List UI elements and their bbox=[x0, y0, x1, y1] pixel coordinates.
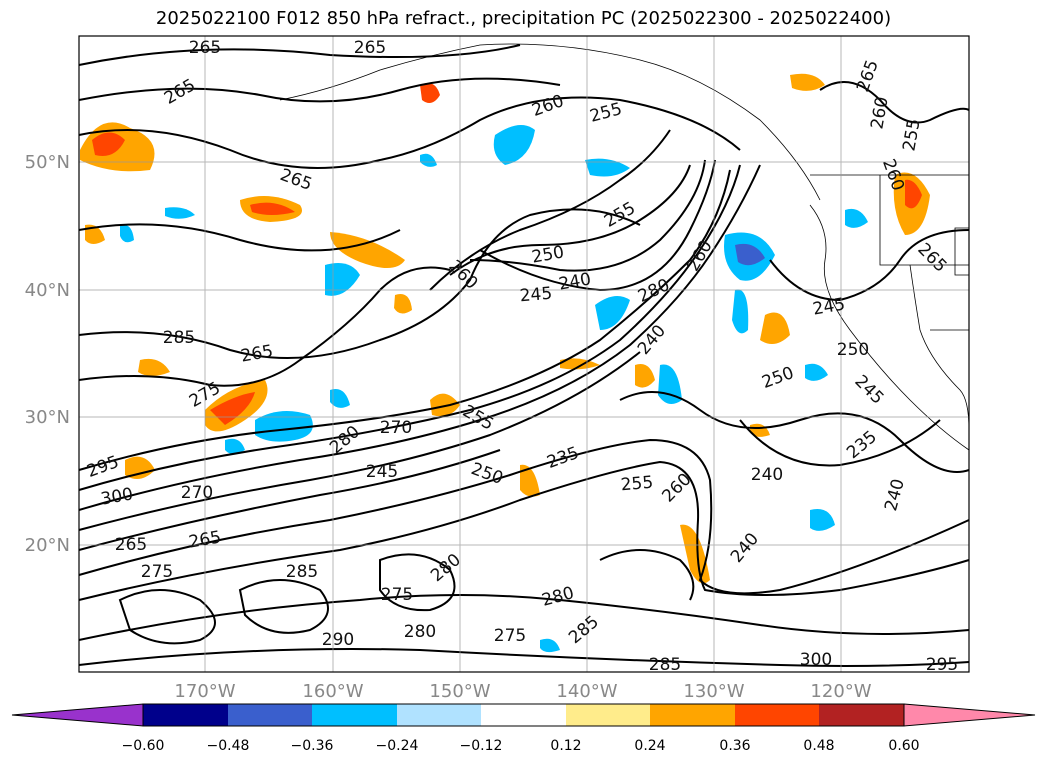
contour-label: 290 bbox=[322, 630, 354, 650]
colorbar-tick: 0.48 bbox=[803, 738, 834, 754]
lat-label: 50°N bbox=[25, 152, 70, 173]
colorbar-tick: 0.12 bbox=[550, 738, 581, 754]
colorbar-tick: −0.60 bbox=[122, 738, 165, 754]
contour-label: 255 bbox=[620, 473, 654, 496]
colorbar-tick: 0.36 bbox=[719, 738, 750, 754]
colorbar-tick: −0.48 bbox=[207, 738, 250, 754]
colorbar-tick: −0.36 bbox=[291, 738, 334, 754]
lon-label: 130°W bbox=[683, 681, 744, 702]
colorbar-tick: 0.60 bbox=[888, 738, 919, 754]
colorbar-segment bbox=[481, 704, 566, 726]
colorbar-tick: 0.24 bbox=[634, 738, 665, 754]
lon-label: 140°W bbox=[556, 681, 617, 702]
contour-label: 285 bbox=[286, 562, 318, 582]
contour-label: 275 bbox=[381, 585, 413, 605]
contour-label: 245 bbox=[366, 462, 398, 482]
colorbar-max-arrow bbox=[903, 703, 1036, 727]
colorbar bbox=[11, 703, 1036, 727]
map-title: 2025022100 F012 850 hPa refract., precip… bbox=[155, 8, 892, 29]
contour-label: 275 bbox=[494, 626, 526, 646]
colorbar-segment bbox=[819, 704, 904, 726]
lat-axis: 50°N 40°N 30°N 20°N bbox=[25, 152, 70, 556]
colorbar-segment bbox=[397, 704, 481, 726]
lon-label: 170°W bbox=[174, 681, 235, 702]
lat-label: 30°N bbox=[25, 407, 70, 428]
lon-label: 120°W bbox=[810, 681, 871, 702]
contour-label: 275 bbox=[141, 562, 173, 582]
contour-label: 285 bbox=[163, 328, 195, 348]
colorbar-segment bbox=[143, 704, 228, 726]
lon-label: 150°W bbox=[429, 681, 490, 702]
contour-label: 295 bbox=[926, 655, 958, 675]
lon-label: 160°W bbox=[302, 681, 363, 702]
colorbar-segment bbox=[735, 704, 819, 726]
colorbar-segment bbox=[566, 704, 650, 726]
contour-label: 265 bbox=[189, 38, 221, 58]
contour-label: 285 bbox=[649, 655, 681, 675]
contour-label: 250 bbox=[837, 340, 869, 360]
lat-label: 20°N bbox=[25, 535, 70, 556]
colorbar-min-arrow bbox=[11, 703, 144, 727]
contour-label: 245 bbox=[519, 284, 553, 307]
refractivity-contours bbox=[78, 44, 970, 667]
contour-label: 265 bbox=[115, 535, 147, 555]
contour-label: 265 bbox=[354, 38, 386, 58]
lat-label: 40°N bbox=[25, 280, 70, 301]
map-frame bbox=[78, 35, 970, 673]
colorbar-tick: −0.24 bbox=[376, 738, 419, 754]
contour-label: 270 bbox=[380, 418, 412, 438]
colorbar-segment bbox=[650, 704, 735, 726]
colorbar-tick: −0.12 bbox=[460, 738, 503, 754]
graticule bbox=[79, 36, 969, 672]
colorbar-ticks: −0.60 −0.48 −0.36 −0.24 −0.12 0.12 0.24 … bbox=[122, 738, 920, 754]
contour-label: 270 bbox=[181, 483, 213, 503]
contour-label: 280 bbox=[404, 622, 436, 642]
colorbar-segment bbox=[312, 704, 397, 726]
contour-label: 300 bbox=[800, 650, 832, 670]
colorbar-segment bbox=[228, 704, 312, 726]
lon-axis: 170°W 160°W 150°W 140°W 130°W 120°W bbox=[174, 681, 871, 702]
contour-label: 240 bbox=[751, 465, 783, 485]
